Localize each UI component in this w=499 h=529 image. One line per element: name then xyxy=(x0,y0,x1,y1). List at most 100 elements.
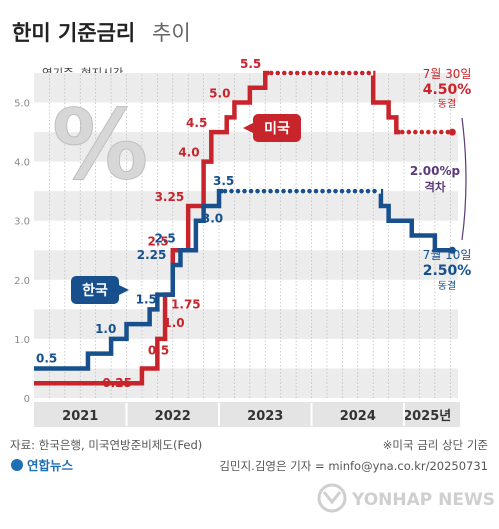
us-badge: 미국 xyxy=(243,114,301,142)
credit-text: 김민지.김영은 기자 = minfo@yna.co.kr/20250731 xyxy=(219,459,488,473)
grid-band xyxy=(34,132,458,162)
korea-rate: 2.50% xyxy=(423,263,472,279)
plateau-dot xyxy=(333,70,339,76)
korea-value-label: 2.5 xyxy=(154,231,175,245)
plateau-dot xyxy=(372,188,377,194)
us-value-label: 1.75 xyxy=(171,298,201,312)
plateau-dot xyxy=(426,129,431,135)
plateau-dot xyxy=(307,70,313,76)
korea-badge: 한국 xyxy=(71,276,129,304)
y-tick-label: 3.0 xyxy=(14,217,30,228)
plateau-dot xyxy=(288,70,294,76)
grid-band xyxy=(34,73,458,103)
y-tick-label: 2.0 xyxy=(14,276,30,287)
korea-line xyxy=(34,188,451,371)
us-line xyxy=(34,70,451,386)
agency-logo: 연합뉴스 xyxy=(11,458,74,473)
us-rate-series xyxy=(34,70,456,386)
y-tick-label: 4.0 xyxy=(14,158,30,169)
us-value-label: 4.0 xyxy=(178,146,199,160)
plateau-dot xyxy=(346,70,352,76)
plateau-dot xyxy=(346,188,351,194)
x-axis-bar xyxy=(34,402,460,427)
gap-label: 격차 xyxy=(424,180,446,194)
watermark: YONHAP NEWS xyxy=(317,483,495,513)
plateau-dot xyxy=(268,70,274,76)
x-tick-label: 2024 xyxy=(340,409,376,424)
plateau-dot xyxy=(281,70,287,76)
korea-end-marker xyxy=(448,246,456,254)
korea-value-label: 3.5 xyxy=(213,174,234,188)
plateau-dot xyxy=(413,129,418,135)
plateau-dot xyxy=(222,188,228,194)
value-labels: 0.25 0.5 1.0 1.75 2.5 3.25 4.0 4.5 5.0 5.5 0.5 1.0 1… xyxy=(36,57,261,390)
plateau-dot xyxy=(314,70,320,76)
plateau-dot xyxy=(261,188,267,194)
plateau-dot xyxy=(339,188,345,194)
plateau-dot xyxy=(242,188,247,194)
plateau-dot xyxy=(352,188,358,194)
plateau-dot xyxy=(275,70,281,76)
us-value-label: 2.5 xyxy=(147,234,168,248)
us-badge-label: 미국 xyxy=(264,121,290,137)
plateau-dot xyxy=(439,129,444,135)
plateau-dot xyxy=(281,188,286,194)
plateau-dot xyxy=(294,70,300,76)
plateau-dot xyxy=(359,188,364,194)
korea-value-label: 1.0 xyxy=(95,322,116,336)
plateau-dot xyxy=(333,188,338,194)
us-status: 동결 xyxy=(438,98,456,110)
us-end-marker xyxy=(448,128,456,136)
plateau-dot xyxy=(419,129,425,135)
y-tick-label: 5.0 xyxy=(14,99,30,110)
korea-value-label: 0.5 xyxy=(36,351,57,365)
us-date: 7월 30일 xyxy=(423,67,472,81)
chart-title-suffix: 추이 xyxy=(152,21,191,45)
korea-badge-label: 한국 xyxy=(82,283,108,299)
plateau-dot xyxy=(229,188,234,194)
plateau-dot xyxy=(313,188,319,194)
plateau-dot xyxy=(366,70,372,76)
us-value-label: 0.25 xyxy=(102,376,132,390)
plateau-dot xyxy=(406,129,412,135)
grid-band xyxy=(34,309,458,339)
source-text: 자료: 한국은행, 미국연방준비제도(Fed) xyxy=(10,438,202,452)
plateau-dot xyxy=(365,188,371,194)
plateau-dot xyxy=(340,70,346,76)
watermark-text: YONHAP NEWS xyxy=(351,490,495,510)
plateau-dot xyxy=(307,188,312,194)
plateau-dot xyxy=(294,188,299,194)
korea-value-label: 2.25 xyxy=(137,248,167,262)
plateau-dot xyxy=(268,188,273,194)
us-value-label: 5.0 xyxy=(209,87,230,101)
x-tick-label: 2025년 xyxy=(403,409,451,424)
plateau-dot xyxy=(301,70,307,76)
us-value-label: 3.25 xyxy=(155,190,185,204)
plateau-dot xyxy=(445,129,451,135)
plateau-dot xyxy=(320,188,325,194)
x-tick-label: 2021 xyxy=(62,409,98,424)
us-value-label: 0.5 xyxy=(148,343,169,357)
y-tick-label: 1.0 xyxy=(14,335,30,346)
plateau-dot xyxy=(327,70,333,76)
plateau-dot xyxy=(326,188,332,194)
gap-bracket xyxy=(461,117,467,241)
korea-value-label: 1.5 xyxy=(136,292,157,306)
x-tick-label: 2023 xyxy=(247,409,283,424)
gap-value: 2.00%p xyxy=(410,164,461,178)
chart-title: 한미 기준금리 xyxy=(12,21,135,45)
grid-band xyxy=(34,250,458,280)
y-tick-label: 0 xyxy=(24,394,30,405)
plateau-dot xyxy=(400,129,405,135)
plateau-dot xyxy=(359,70,365,76)
us-value-label: 1.0 xyxy=(163,316,184,330)
y-axis-ticks: 0 1.0 2.0 3.0 4.0 5.0 xyxy=(14,99,30,405)
percent-decoration: % xyxy=(52,89,148,201)
korea-rate-series xyxy=(34,188,456,371)
x-axis-labels: 2021 2022 2023 2024 2025년 xyxy=(62,403,451,426)
korea-date: 7월 10일 xyxy=(423,248,472,262)
us-value-label: 5.5 xyxy=(240,57,261,71)
plateau-dot xyxy=(255,188,260,194)
plateau-dot xyxy=(320,70,326,76)
